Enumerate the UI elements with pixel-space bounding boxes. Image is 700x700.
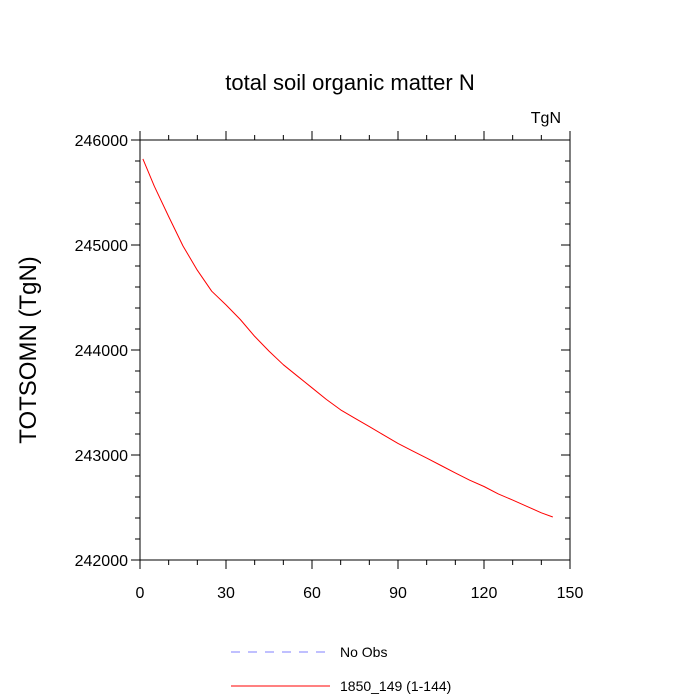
y-tick-label: 242000 (75, 553, 128, 570)
y-tick-label: 244000 (75, 343, 128, 360)
legend: No Obs 1850_149 (1-144) (231, 644, 451, 694)
x-tick-labels: 0 30 60 90 120 150 (136, 585, 584, 602)
y-tick-label: 243000 (75, 448, 128, 465)
units-label: TgN (531, 110, 561, 127)
x-ticks (139, 131, 571, 569)
y-axis-label: TOTSOMN (TgN) (15, 256, 42, 444)
y-tick-label: 245000 (75, 238, 128, 255)
x-tick-label: 120 (471, 585, 498, 602)
y-tick-label: 246000 (75, 133, 128, 150)
x-tick-label: 90 (389, 585, 407, 602)
x-tick-label: 60 (303, 585, 321, 602)
y-tick-labels: 242000 243000 244000 245000 246000 (75, 133, 128, 570)
x-tick-label: 30 (217, 585, 235, 602)
series-lines (142, 158, 553, 518)
legend-label-no-obs: No Obs (340, 644, 387, 660)
legend-label-1850-149: 1850_149 (1-144) (340, 678, 451, 694)
x-tick-label: 150 (557, 585, 584, 602)
chart-title: total soil organic matter N (225, 70, 474, 95)
series-line-1 (142, 158, 553, 518)
x-tick-label: 0 (136, 585, 145, 602)
y-ticks (131, 139, 570, 561)
